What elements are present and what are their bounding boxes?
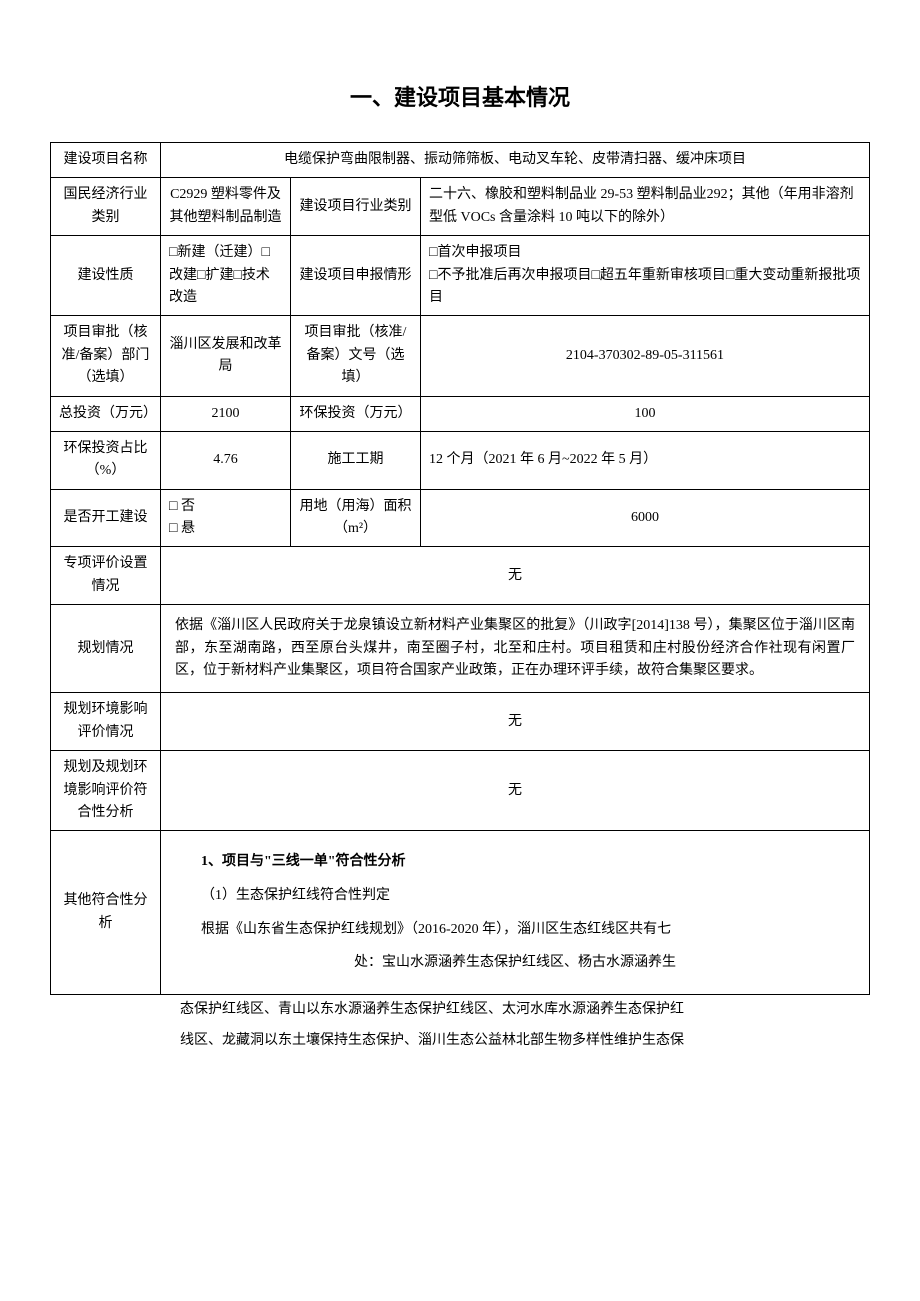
cell-proj-industry-value: 二十六、橡胶和塑料制品业 29-53 塑料制品业292；其他（年用非溶剂型低 V…	[421, 178, 870, 236]
table-row: 总投资（万元） 2100 环保投资（万元） 100	[51, 396, 870, 431]
cell-construct-period-value: 12 个月（2021 年 6 月~2022 年 5 月）	[421, 431, 870, 489]
cell-plan-eia-label: 规划环境影响评价情况	[51, 693, 161, 751]
overflow-p2: 线区、龙藏洞以东土壤保持生态保护、淄川生态公益林北部生物多样性维护生态保	[180, 1026, 860, 1057]
analysis-line3: 根据《山东省生态保护红线规划》（2016-2020 年），淄川区生态红线区共有七	[173, 913, 857, 947]
table-row: 国民经济行业类别 C2929 塑料零件及其他塑料制品制造 建设项目行业类别 二十…	[51, 178, 870, 236]
table-row: 规划及规划环境影响评价符合性分析 无	[51, 751, 870, 831]
analysis-line4: 处：宝山水源涵养生态保护红线区、杨古水源涵养生	[173, 946, 857, 980]
table-row: 是否开工建设 □ 否 □ 悬 用地（用海）面积（m²） 6000	[51, 489, 870, 547]
cell-started-label: 是否开工建设	[51, 489, 161, 547]
table-row: 其他符合性分析 1、项目与"三线一单"符合性分析 （1）生态保护红线符合性判定 …	[51, 831, 870, 994]
cell-planning-label: 规划情况	[51, 605, 161, 693]
cell-other-consist-value: 1、项目与"三线一单"符合性分析 （1）生态保护红线符合性判定 根据《山东省生态…	[161, 831, 870, 994]
cell-approval-no-label: 项目审批（核准/备案）文号（选填）	[291, 316, 421, 396]
cell-env-invest-label: 环保投资（万元）	[291, 396, 421, 431]
table-row: 项目审批（核准/备案）部门（选填） 淄川区发展和改革局 项目审批（核准/备案）文…	[51, 316, 870, 396]
cell-special-eval-label: 专项评价设置情况	[51, 547, 161, 605]
cell-special-eval-value: 无	[161, 547, 870, 605]
analysis-line2: （1）生态保护红线符合性判定	[173, 879, 857, 913]
cell-total-invest-label: 总投资（万元）	[51, 396, 161, 431]
cell-plan-consist-value: 无	[161, 751, 870, 831]
cell-industry-cat-value: C2929 塑料零件及其他塑料制品制造	[161, 178, 291, 236]
analysis-line1: 1、项目与"三线一单"符合性分析	[201, 854, 406, 869]
cell-total-invest-value: 2100	[161, 396, 291, 431]
cell-build-nature-value: □新建（迁建）□改建□扩建□技术改造	[161, 236, 291, 316]
table-row: 规划环境影响评价情况 无	[51, 693, 870, 751]
cell-started-value: □ 否 □ 悬	[161, 489, 291, 547]
cell-industry-cat-label: 国民经济行业类别	[51, 178, 161, 236]
cell-plan-eia-value: 无	[161, 693, 870, 751]
cell-approval-no-value: 2104-370302-89-05-311561	[421, 316, 870, 396]
overflow-p1: 态保护红线区、青山以东水源涵养生态保护红线区、太河水库水源涵养生态保护红	[180, 995, 860, 1026]
cell-project-name-value: 电缆保护弯曲限制器、振动筛筛板、电动叉车轮、皮带清扫器、缓冲床项目	[161, 143, 870, 178]
table-row: 环保投资占比（%） 4.76 施工工期 12 个月（2021 年 6 月~202…	[51, 431, 870, 489]
table-row: 建设性质 □新建（迁建）□改建□扩建□技术改造 建设项目申报情形 □首次申报项目…	[51, 236, 870, 316]
overflow-text: 态保护红线区、青山以东水源涵养生态保护红线区、太河水库水源涵养生态保护红 线区、…	[50, 995, 870, 1057]
cell-approval-dept-value: 淄川区发展和改革局	[161, 316, 291, 396]
cell-build-nature-label: 建设性质	[51, 236, 161, 316]
table-row: 规划情况 依据《淄川区人民政府关于龙泉镇设立新材料产业集聚区的批复》（川政字[2…	[51, 605, 870, 693]
cell-declare-type-label: 建设项目申报情形	[291, 236, 421, 316]
cell-declare-type-value: □首次申报项目 □不予批准后再次申报项目□超五年重新审核项目□重大变动重新报批项…	[421, 236, 870, 316]
cell-proj-industry-label: 建设项目行业类别	[291, 178, 421, 236]
cell-env-invest-value: 100	[421, 396, 870, 431]
cell-env-ratio-label: 环保投资占比（%）	[51, 431, 161, 489]
project-info-table: 建设项目名称 电缆保护弯曲限制器、振动筛筛板、电动叉车轮、皮带清扫器、缓冲床项目…	[50, 142, 870, 995]
page-title: 一、建设项目基本情况	[50, 80, 870, 112]
table-row: 专项评价设置情况 无	[51, 547, 870, 605]
cell-project-name-label: 建设项目名称	[51, 143, 161, 178]
cell-land-area-label: 用地（用海）面积（m²）	[291, 489, 421, 547]
cell-construct-period-label: 施工工期	[291, 431, 421, 489]
cell-env-ratio-value: 4.76	[161, 431, 291, 489]
cell-land-area-value: 6000	[421, 489, 870, 547]
cell-other-consist-label: 其他符合性分析	[51, 831, 161, 994]
cell-planning-value: 依据《淄川区人民政府关于龙泉镇设立新材料产业集聚区的批复》（川政字[2014]1…	[161, 605, 870, 693]
cell-plan-consist-label: 规划及规划环境影响评价符合性分析	[51, 751, 161, 831]
cell-approval-dept-label: 项目审批（核准/备案）部门（选填）	[51, 316, 161, 396]
table-row: 建设项目名称 电缆保护弯曲限制器、振动筛筛板、电动叉车轮、皮带清扫器、缓冲床项目	[51, 143, 870, 178]
